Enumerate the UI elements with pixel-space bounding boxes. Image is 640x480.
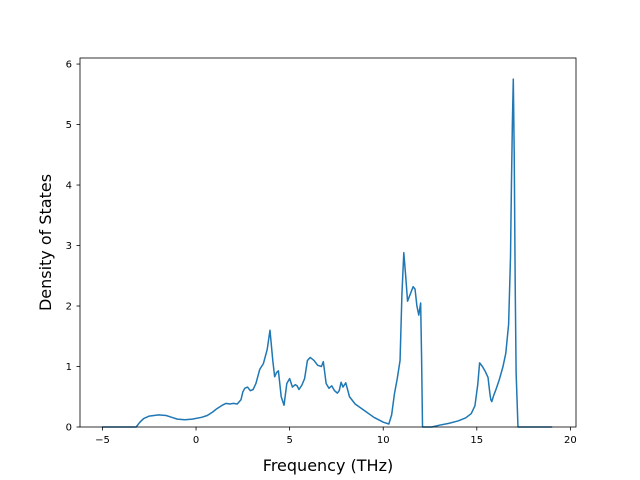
x-axis-ticks: −5 0 5 10 15 20: [95, 427, 577, 446]
x-axis-label: Frequency (THz): [263, 456, 393, 475]
y-axis-ticks: 0 1 2 3 4 5 6: [66, 60, 80, 434]
dos-series-line: [101, 78, 553, 428]
y-tick-label: 5: [66, 120, 72, 131]
plot-area: [79, 57, 577, 428]
x-tick-label: 10: [377, 435, 390, 446]
x-tick-label: 5: [286, 435, 292, 446]
x-tick-label: 15: [470, 435, 483, 446]
x-tick-label: 20: [564, 435, 577, 446]
y-tick-label: 3: [66, 241, 72, 252]
y-tick-label: 0: [66, 423, 72, 434]
y-axis-label: Density of States: [36, 174, 55, 311]
plot-frame: [79, 57, 577, 428]
x-tick-label: −5: [95, 435, 110, 446]
y-tick-label: 4: [66, 181, 72, 192]
y-tick-label: 1: [66, 362, 72, 373]
x-tick-label: 0: [193, 435, 199, 446]
y-tick-label: 6: [66, 60, 72, 71]
y-tick-label: 2: [66, 302, 72, 313]
